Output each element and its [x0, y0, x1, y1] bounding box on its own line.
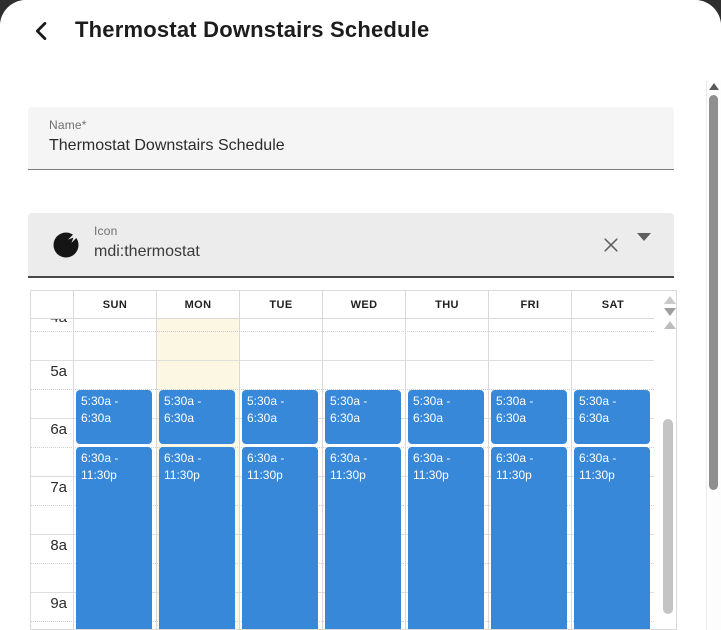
- schedule-event[interactable]: 5:30a - 6:30a: [325, 390, 401, 444]
- day-header-fri: FRI: [488, 291, 571, 318]
- day-header-mon: MON: [156, 291, 239, 318]
- day-column-divider: [405, 319, 406, 629]
- close-icon: [601, 238, 621, 258]
- schedule-event[interactable]: 5:30a - 6:30a: [408, 390, 484, 444]
- clear-icon-button[interactable]: [600, 235, 622, 257]
- time-axis-label: 8a: [50, 537, 67, 554]
- schedule-event[interactable]: 6:30a - 11:30p: [408, 447, 484, 629]
- time-axis-label: 6a: [50, 421, 67, 438]
- thermostat-icon: [51, 230, 81, 260]
- day-header-sun: SUN: [73, 291, 156, 318]
- day-column-divider: [239, 319, 240, 629]
- time-axis-label: 5a: [50, 363, 67, 380]
- calendar-scrollbar-thumb[interactable]: [663, 419, 673, 614]
- schedule-event[interactable]: 5:30a - 6:30a: [491, 390, 567, 444]
- calendar-scroll-up2-icon[interactable]: [664, 321, 676, 329]
- schedule-event[interactable]: 6:30a - 11:30p: [574, 447, 650, 629]
- half-hour-gridline: [31, 389, 654, 390]
- name-input[interactable]: [49, 137, 469, 155]
- day-column-divider: [571, 319, 572, 629]
- day-header-sat: SAT: [571, 291, 654, 318]
- day-header-tue: TUE: [239, 291, 322, 318]
- schedule-event[interactable]: 5:30a - 6:30a: [242, 390, 318, 444]
- icon-dropdown-button[interactable]: [636, 233, 652, 256]
- dropdown-arrow-icon: [637, 233, 651, 256]
- schedule-event[interactable]: 6:30a - 11:30p: [325, 447, 401, 629]
- page-title: Thermostat Downstairs Schedule: [75, 17, 430, 42]
- icon-field-label: Icon: [94, 224, 118, 238]
- day-header-thu: THU: [405, 291, 488, 318]
- schedule-event[interactable]: 6:30a - 11:30p: [491, 447, 567, 629]
- time-axis-label: 4a: [31, 319, 67, 327]
- name-field-label: Name*: [49, 118, 87, 132]
- day-column-divider: [322, 319, 323, 629]
- schedule-event[interactable]: 5:30a - 6:30a: [574, 390, 650, 444]
- page-scrollbar[interactable]: [706, 80, 721, 630]
- calendar-day-header-row: SUN MON TUE WED THU FRI SAT: [31, 291, 676, 319]
- schedule-event[interactable]: 6:30a - 11:30p: [159, 447, 235, 629]
- schedule-event[interactable]: 5:30a - 6:30a: [76, 390, 152, 444]
- back-button[interactable]: [28, 17, 56, 45]
- scrollbar-up-arrow-icon[interactable]: [709, 83, 719, 90]
- icon-field[interactable]: Icon: [28, 213, 674, 278]
- day-column-divider: [73, 319, 74, 629]
- page-scrollbar-thumb[interactable]: [709, 95, 718, 490]
- day-column-divider: [488, 319, 489, 629]
- half-hour-gridline: [31, 331, 654, 332]
- dialog-header: Thermostat Downstairs Schedule: [0, 0, 721, 80]
- time-axis-label: 9a: [50, 595, 67, 612]
- schedule-event[interactable]: 6:30a - 11:30p: [76, 447, 152, 629]
- calendar-scroll-up-icon[interactable]: [664, 296, 676, 304]
- day-header-wed: WED: [322, 291, 405, 318]
- schedule-event[interactable]: 5:30a - 6:30a: [159, 390, 235, 444]
- schedule-event[interactable]: 6:30a - 11:30p: [242, 447, 318, 629]
- icon-input[interactable]: [94, 243, 514, 261]
- time-axis-label: 7a: [50, 479, 67, 496]
- hour-gridline: [31, 360, 654, 361]
- calendar-scroll-down-icon[interactable]: [664, 308, 676, 316]
- name-field[interactable]: Name*: [28, 107, 674, 170]
- chevron-left-icon: [28, 17, 56, 45]
- day-column-divider: [156, 319, 157, 629]
